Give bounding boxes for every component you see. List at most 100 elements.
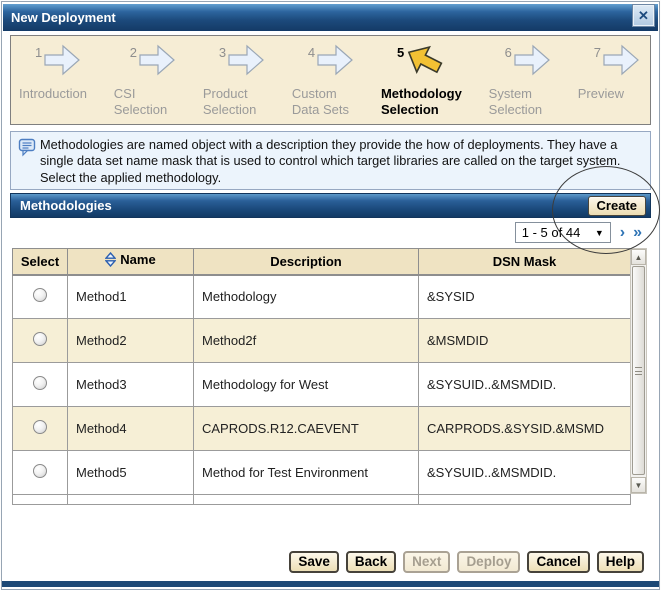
step-arrow-icon	[139, 44, 175, 76]
step-label: Product Selection	[202, 86, 257, 117]
table-row: Method3 Methodology for West &SYSUID..&M…	[12, 362, 631, 407]
table-row: Method5 Method for Test Environment &SYS…	[12, 450, 631, 495]
select-radio[interactable]	[33, 288, 47, 303]
step-arrow-row: 2	[130, 43, 176, 83]
step-arrow-icon	[228, 44, 264, 76]
step-number: 6	[504, 45, 512, 60]
select-radio[interactable]	[33, 376, 47, 390]
select-radio[interactable]	[33, 332, 47, 346]
next-page-icon[interactable]: ›	[619, 223, 625, 241]
dsn-mask-cell: CARPRODS.&SYSID.&MSMD	[418, 406, 631, 451]
dialog-title: New Deployment	[11, 10, 116, 25]
scrollbar-grip-icon	[635, 366, 642, 375]
dsn-mask-cell: &SYSID	[418, 274, 631, 319]
step-number: 2	[129, 45, 137, 60]
scroll-up-icon[interactable]: ▲	[631, 249, 646, 265]
pagination-row: 1 - 5 of 44 ▼ › »	[10, 218, 651, 247]
help-button[interactable]: Help	[596, 551, 644, 573]
select-radio[interactable]	[33, 420, 47, 434]
name-cell: Method1	[67, 274, 194, 319]
table-header-row: Select Name Description DSN Mask	[12, 248, 631, 276]
dialog-bottom-edge	[2, 581, 659, 587]
back-button[interactable]: Back	[345, 551, 397, 573]
methodologies-table: Select Name Description DSN Mask	[12, 248, 631, 505]
step-number: 4	[307, 45, 316, 60]
dsn-mask-cell: &MSMDID	[418, 318, 631, 363]
scroll-down-icon[interactable]: ▼	[631, 477, 646, 493]
close-icon[interactable]: ✕	[632, 4, 655, 27]
wizard-step[interactable]: 1 Introduction	[19, 43, 87, 120]
description-cell: Methodology for West	[193, 362, 419, 407]
wizard-step[interactable]: 2 CSI Selection	[114, 43, 176, 120]
step-number: 7	[593, 45, 601, 60]
select-radio[interactable]	[33, 464, 47, 478]
section-title: Methodologies	[20, 198, 112, 213]
save-button[interactable]: Save	[289, 551, 339, 573]
dsn-mask-cell: &SYSUID..&MSMDID.	[418, 362, 631, 407]
step-arrow-row: 7	[594, 43, 640, 83]
description-cell: CAPRODS.R12.CAEVENT	[193, 406, 419, 451]
step-number: 1	[35, 45, 43, 60]
info-message-box: Methodologies are named object with a de…	[10, 131, 651, 190]
column-header-select[interactable]: Select	[12, 248, 68, 276]
cancel-button[interactable]: Cancel	[527, 551, 590, 573]
step-arrow-icon	[44, 44, 81, 76]
select-cell	[12, 450, 68, 495]
select-cell	[12, 318, 68, 363]
step-arrow-icon	[514, 44, 550, 76]
wizard-steps: 1 Introduction 2 CSI Selecti	[10, 35, 651, 125]
info-text: Methodologies are named object with a de…	[40, 137, 621, 185]
sort-icon[interactable]	[104, 252, 117, 270]
wizard-step[interactable]: 3 Product Selection	[203, 43, 265, 120]
name-cell: Method4	[67, 406, 194, 451]
page-range-value: 1 - 5 of 44	[521, 225, 581, 240]
chevron-down-icon: ▼	[594, 227, 604, 238]
wizard-step[interactable]: 4 Custom Data Sets	[292, 43, 354, 120]
step-label: Methodology Selection	[380, 86, 462, 117]
step-arrow-row: 3	[219, 43, 265, 83]
step-arrow-row: 4	[308, 43, 354, 83]
scrollbar-thumb[interactable]	[632, 266, 645, 475]
wizard-step[interactable]: 5 Methodology Selection	[381, 43, 462, 120]
select-cell	[12, 274, 68, 319]
step-label: Custom Data Sets	[291, 86, 349, 117]
step-arrow-icon	[407, 45, 443, 74]
empty-row	[12, 494, 631, 505]
comment-bubble-icon	[18, 138, 40, 185]
description-cell: Method for Test Environment	[193, 450, 419, 495]
column-header-description[interactable]: Description	[193, 248, 419, 276]
name-cell: Method3	[67, 362, 194, 407]
create-button[interactable]: Create	[587, 195, 646, 216]
step-label: CSI Selection	[113, 86, 168, 117]
step-label: System Selection	[488, 86, 543, 117]
wizard-step[interactable]: 7 Preview	[578, 43, 640, 120]
name-cell: Method5	[67, 450, 194, 495]
select-cell	[12, 406, 68, 451]
table-row: Method4 CAPRODS.R12.CAEVENT CARPRODS.&SY…	[12, 406, 631, 451]
methodologies-header-bar: Methodologies Create	[10, 193, 651, 218]
step-label: Preview	[577, 86, 624, 101]
dsn-mask-cell: &SYSUID..&MSMDID.	[418, 450, 631, 495]
name-cell: Method2	[67, 318, 194, 363]
step-arrow-row: 1	[35, 43, 87, 83]
description-cell: Methodology	[193, 274, 419, 319]
column-header-name[interactable]: Name	[67, 248, 194, 276]
description-cell: Method2f	[193, 318, 419, 363]
title-bar: New Deployment	[3, 4, 658, 31]
column-header-dsn-mask[interactable]: DSN Mask	[418, 248, 631, 276]
column-header-name-label: Name	[120, 252, 156, 268]
step-arrow-row: 6	[505, 43, 551, 83]
table-row: Method2 Method2f &MSMDID	[12, 318, 631, 363]
page-range-dropdown[interactable]: 1 - 5 of 44 ▼	[514, 222, 611, 243]
select-cell	[12, 362, 68, 407]
step-number: 3	[218, 45, 227, 60]
wizard-step[interactable]: 6 System Selection	[489, 43, 551, 120]
step-arrow-icon	[317, 44, 354, 76]
table-scrollbar[interactable]: ▲ ▼	[630, 248, 647, 494]
next-button: Next	[403, 551, 451, 573]
last-page-icon[interactable]: »	[633, 223, 642, 241]
footer-button-bar: Save Back Next Deploy Cancel Help	[289, 551, 644, 573]
step-label: Introduction	[19, 86, 87, 101]
